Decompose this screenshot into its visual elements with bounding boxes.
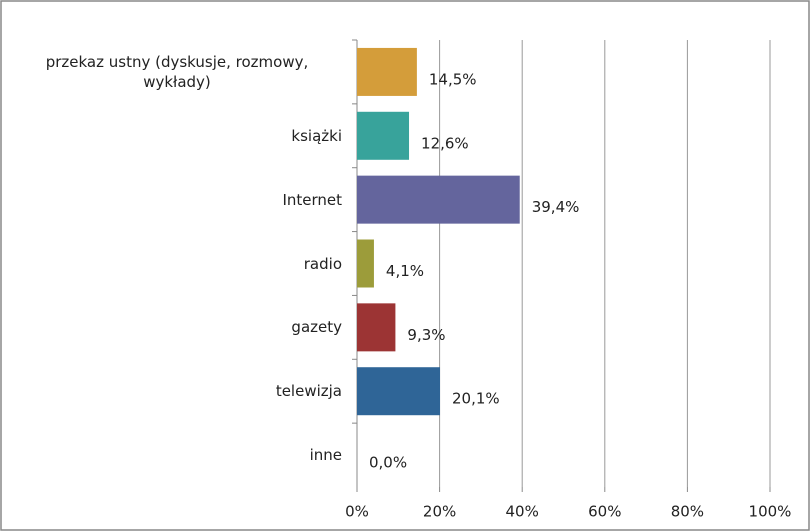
y-tick-label: książki bbox=[291, 126, 342, 145]
value-label: 9,3% bbox=[407, 326, 445, 344]
y-tick-label: telewizja bbox=[275, 382, 342, 401]
y-tick-label: gazety bbox=[291, 318, 342, 337]
value-label: 4,1% bbox=[386, 262, 424, 280]
x-tick-label: 80% bbox=[671, 503, 704, 521]
bar bbox=[357, 111, 410, 160]
x-tick-label: 100% bbox=[749, 503, 792, 521]
bar bbox=[357, 239, 374, 288]
value-label: 0,0% bbox=[369, 454, 407, 472]
bar bbox=[357, 367, 441, 416]
value-label: 39,4% bbox=[532, 198, 580, 216]
x-tick-label: 40% bbox=[506, 503, 539, 521]
y-tick-label: inne bbox=[309, 445, 342, 464]
bar bbox=[357, 303, 396, 352]
bar bbox=[357, 175, 520, 224]
x-tick-label: 0% bbox=[345, 503, 369, 521]
x-tick-label: 20% bbox=[423, 503, 456, 521]
bar bbox=[357, 47, 417, 96]
value-label: 14,5% bbox=[429, 70, 477, 88]
value-label: 12,6% bbox=[421, 134, 469, 152]
y-tick-label: przekaz ustny (dyskusje, rozmowy, wykład… bbox=[45, 52, 309, 91]
value-label: 20,1% bbox=[452, 390, 500, 408]
x-tick-label: 60% bbox=[588, 503, 621, 521]
y-tick-label: Internet bbox=[282, 190, 342, 209]
y-tick-label: radio bbox=[303, 254, 342, 273]
